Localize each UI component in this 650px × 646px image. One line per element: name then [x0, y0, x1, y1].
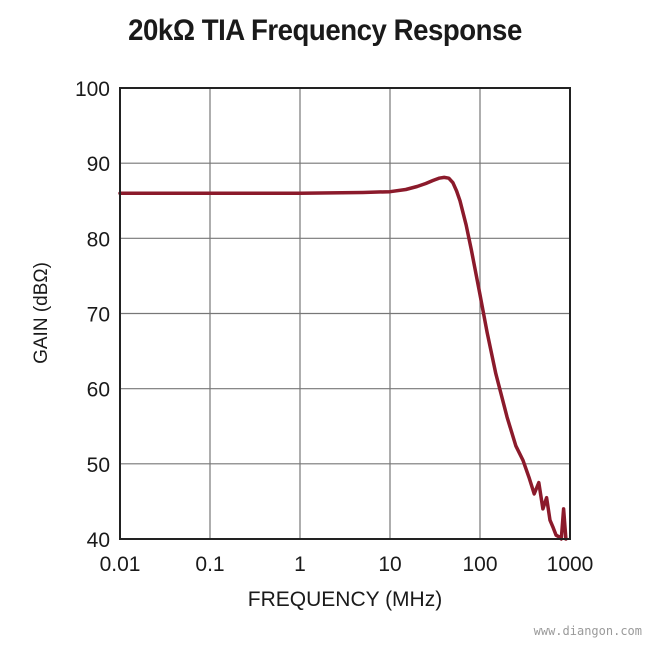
- grid-lines: [119, 87, 571, 540]
- gain-curve-line: [118, 175, 568, 541]
- y-tick-label: 40: [87, 529, 110, 552]
- x-tick-labels: 0.01 0.1 1 10 100 1000: [100, 553, 594, 576]
- y-tick-label: 90: [87, 153, 110, 176]
- y-axis-label: GAIN (dBΩ): [31, 262, 52, 364]
- x-tick-label: 0.1: [195, 553, 224, 576]
- x-tick-label: 1000: [547, 553, 594, 576]
- x-tick-label: 100: [462, 553, 497, 576]
- watermark-text: www.diangon.com: [533, 624, 642, 638]
- series-layer: [118, 175, 568, 541]
- y-tick-label: 70: [87, 304, 110, 327]
- plot-frame: [119, 87, 571, 540]
- y-tick-labels: 40 50 60 70 80 90 100: [75, 78, 110, 552]
- y-tick-label: 100: [75, 78, 110, 101]
- x-tick-label: 0.01: [100, 553, 141, 576]
- x-axis-label: FREQUENCY (MHz): [248, 588, 442, 611]
- y-tick-label: 60: [87, 379, 110, 402]
- x-tick-label: 1: [294, 553, 306, 576]
- chart-title: 20kΩ TIA Frequency Response: [128, 14, 522, 47]
- y-tick-label: 50: [87, 454, 110, 477]
- x-tick-label: 10: [378, 553, 401, 576]
- y-tick-label: 80: [87, 228, 110, 251]
